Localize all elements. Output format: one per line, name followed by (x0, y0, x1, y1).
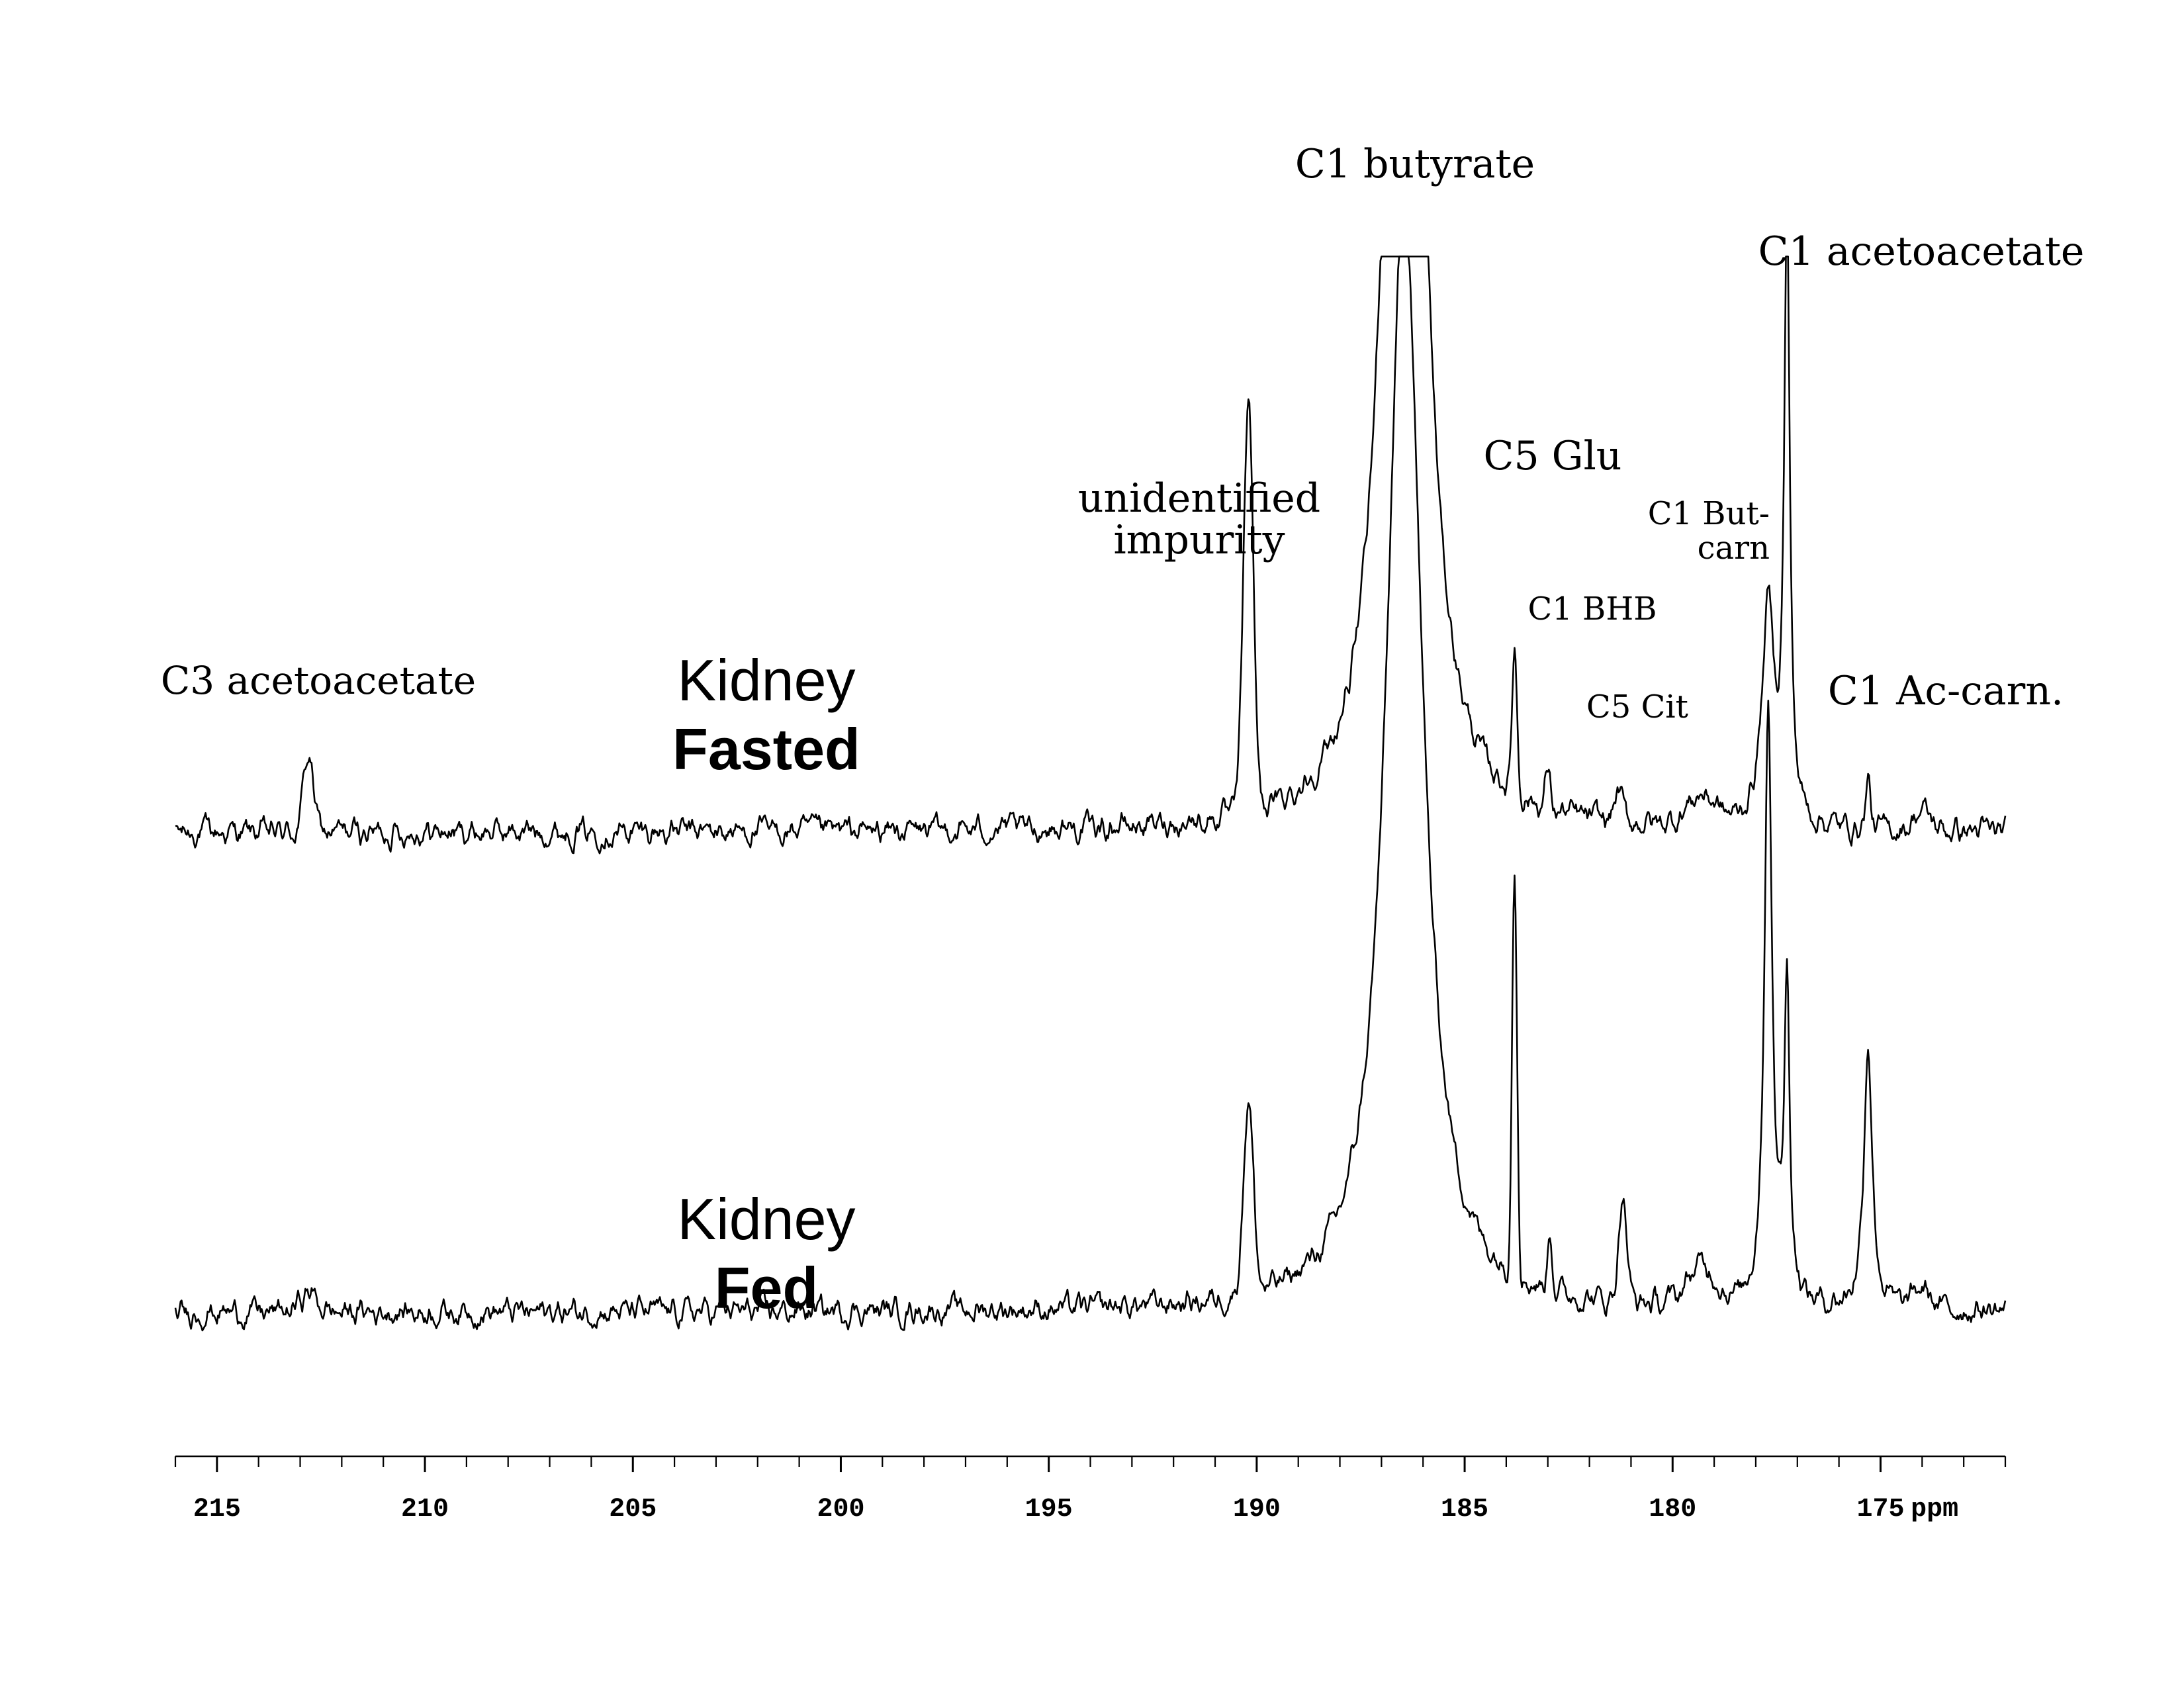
trace-label-fed: Kidney Fed (677, 1186, 855, 1321)
x-axis: 215 210 205 200 195 190 185 180 175 ppm (174, 1455, 2007, 1524)
x-tick-label: 185 (1441, 1495, 1488, 1524)
trace-label-fasted-line2: Fasted (672, 716, 860, 782)
trace-label-fed-line1: Kidney (677, 1186, 855, 1252)
spectrum-trace-fed (174, 256, 2007, 1332)
annotation-c5-cit: C5 Cit (1586, 688, 1688, 726)
annotation-c1-acetoacetate: C1 acetoacetate (1758, 228, 2085, 275)
x-tick-label: 180 (1649, 1495, 1696, 1524)
annotation-impurity: impurity (1113, 517, 1285, 563)
x-tick-label: 215 (193, 1495, 241, 1524)
spectrum-trace-fasted (175, 256, 2007, 855)
spectrum-traces (174, 256, 2007, 1332)
x-axis-unit-label: ppm (1911, 1495, 1958, 1524)
annotation-c1-ac-carn: C1 Ac-carn. (1828, 668, 2064, 714)
x-tick-label: 190 (1233, 1495, 1281, 1524)
x-tick-label: 195 (1025, 1495, 1073, 1524)
trace-label-fed-line2: Fed (715, 1255, 818, 1321)
annotation-c3-acetoacetate: C3 acetoacetate (161, 658, 476, 703)
annotation-c1-bhb: C1 BHB (1528, 590, 1657, 628)
annotation-c1-but: C1 But- (1648, 495, 1770, 532)
x-tick-label: 210 (401, 1495, 449, 1524)
x-tick-label: 175 (1856, 1495, 1904, 1524)
trace-label-fasted-line1: Kidney (677, 647, 855, 713)
x-tick-label: 200 (817, 1495, 864, 1524)
annotation-unidentified: unidentified (1078, 475, 1320, 522)
annotation-c1-butyrate: C1 butyrate (1295, 141, 1535, 187)
trace-label-fasted: Kidney Fasted (672, 647, 860, 782)
x-tick-label: 205 (609, 1495, 657, 1524)
annotation-c5-glu: C5 Glu (1484, 433, 1622, 479)
annotation-carn: carn (1698, 530, 1770, 567)
peak-annotations: C3 acetoacetate unidentified impurity C1… (161, 141, 2084, 726)
